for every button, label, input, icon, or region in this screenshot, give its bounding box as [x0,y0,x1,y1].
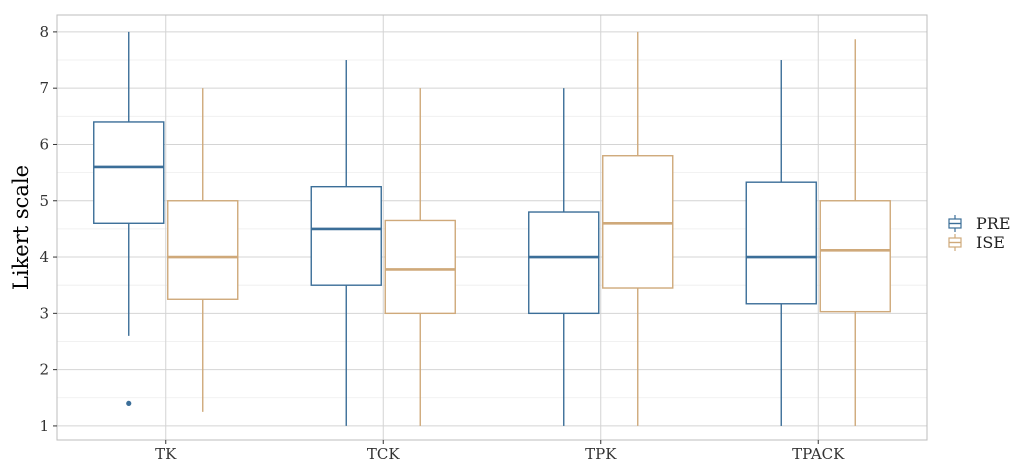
x-axis-ticks: TK TCK TPK TPACK [155,440,845,462]
y-tick-label: 2 [39,361,49,379]
box-pre-tpack [745,60,817,426]
outlier-point [126,400,132,407]
box-iqr [93,121,165,224]
box-iqr [167,200,239,300]
plot-panel-border [56,14,928,441]
box-ise-tpack [819,39,891,426]
y-tick-label: 3 [39,304,49,322]
box-iqr [384,219,456,315]
box-iqr [819,200,891,313]
boxes [93,31,891,426]
y-axis-title: Likert scale [9,165,33,290]
box-iqr [528,211,600,315]
x-tick-label: TCK [367,445,400,462]
box-ise-tk [167,88,239,412]
y-tick-label: 5 [39,192,49,210]
legend-label: ISE [976,233,1005,252]
box-ise-tpk [602,31,674,426]
box-ise-tck [384,88,456,426]
y-tick-label: 1 [39,417,49,435]
box-pre-tk [93,31,165,407]
x-tick-label: TPACK [792,445,845,462]
box-pre-tpk [528,88,600,426]
y-tick-label: 7 [39,79,49,97]
box-iqr [745,181,817,305]
x-tick-label: TPK [585,445,617,462]
y-axis-ticks: 1 2 3 4 5 6 7 8 [39,23,57,435]
legend-item-pre: PRE [948,214,1011,233]
y-tick-label: 4 [39,248,49,266]
y-tick-label: 8 [39,23,49,41]
box-iqr [602,155,674,289]
y-tick-label: 6 [39,135,49,153]
box-pre-tck [310,60,382,426]
x-tick-label: TK [155,445,177,462]
box-iqr [310,185,382,286]
legend-label: PRE [976,214,1011,233]
legend-item-ise: ISE [948,233,1005,252]
